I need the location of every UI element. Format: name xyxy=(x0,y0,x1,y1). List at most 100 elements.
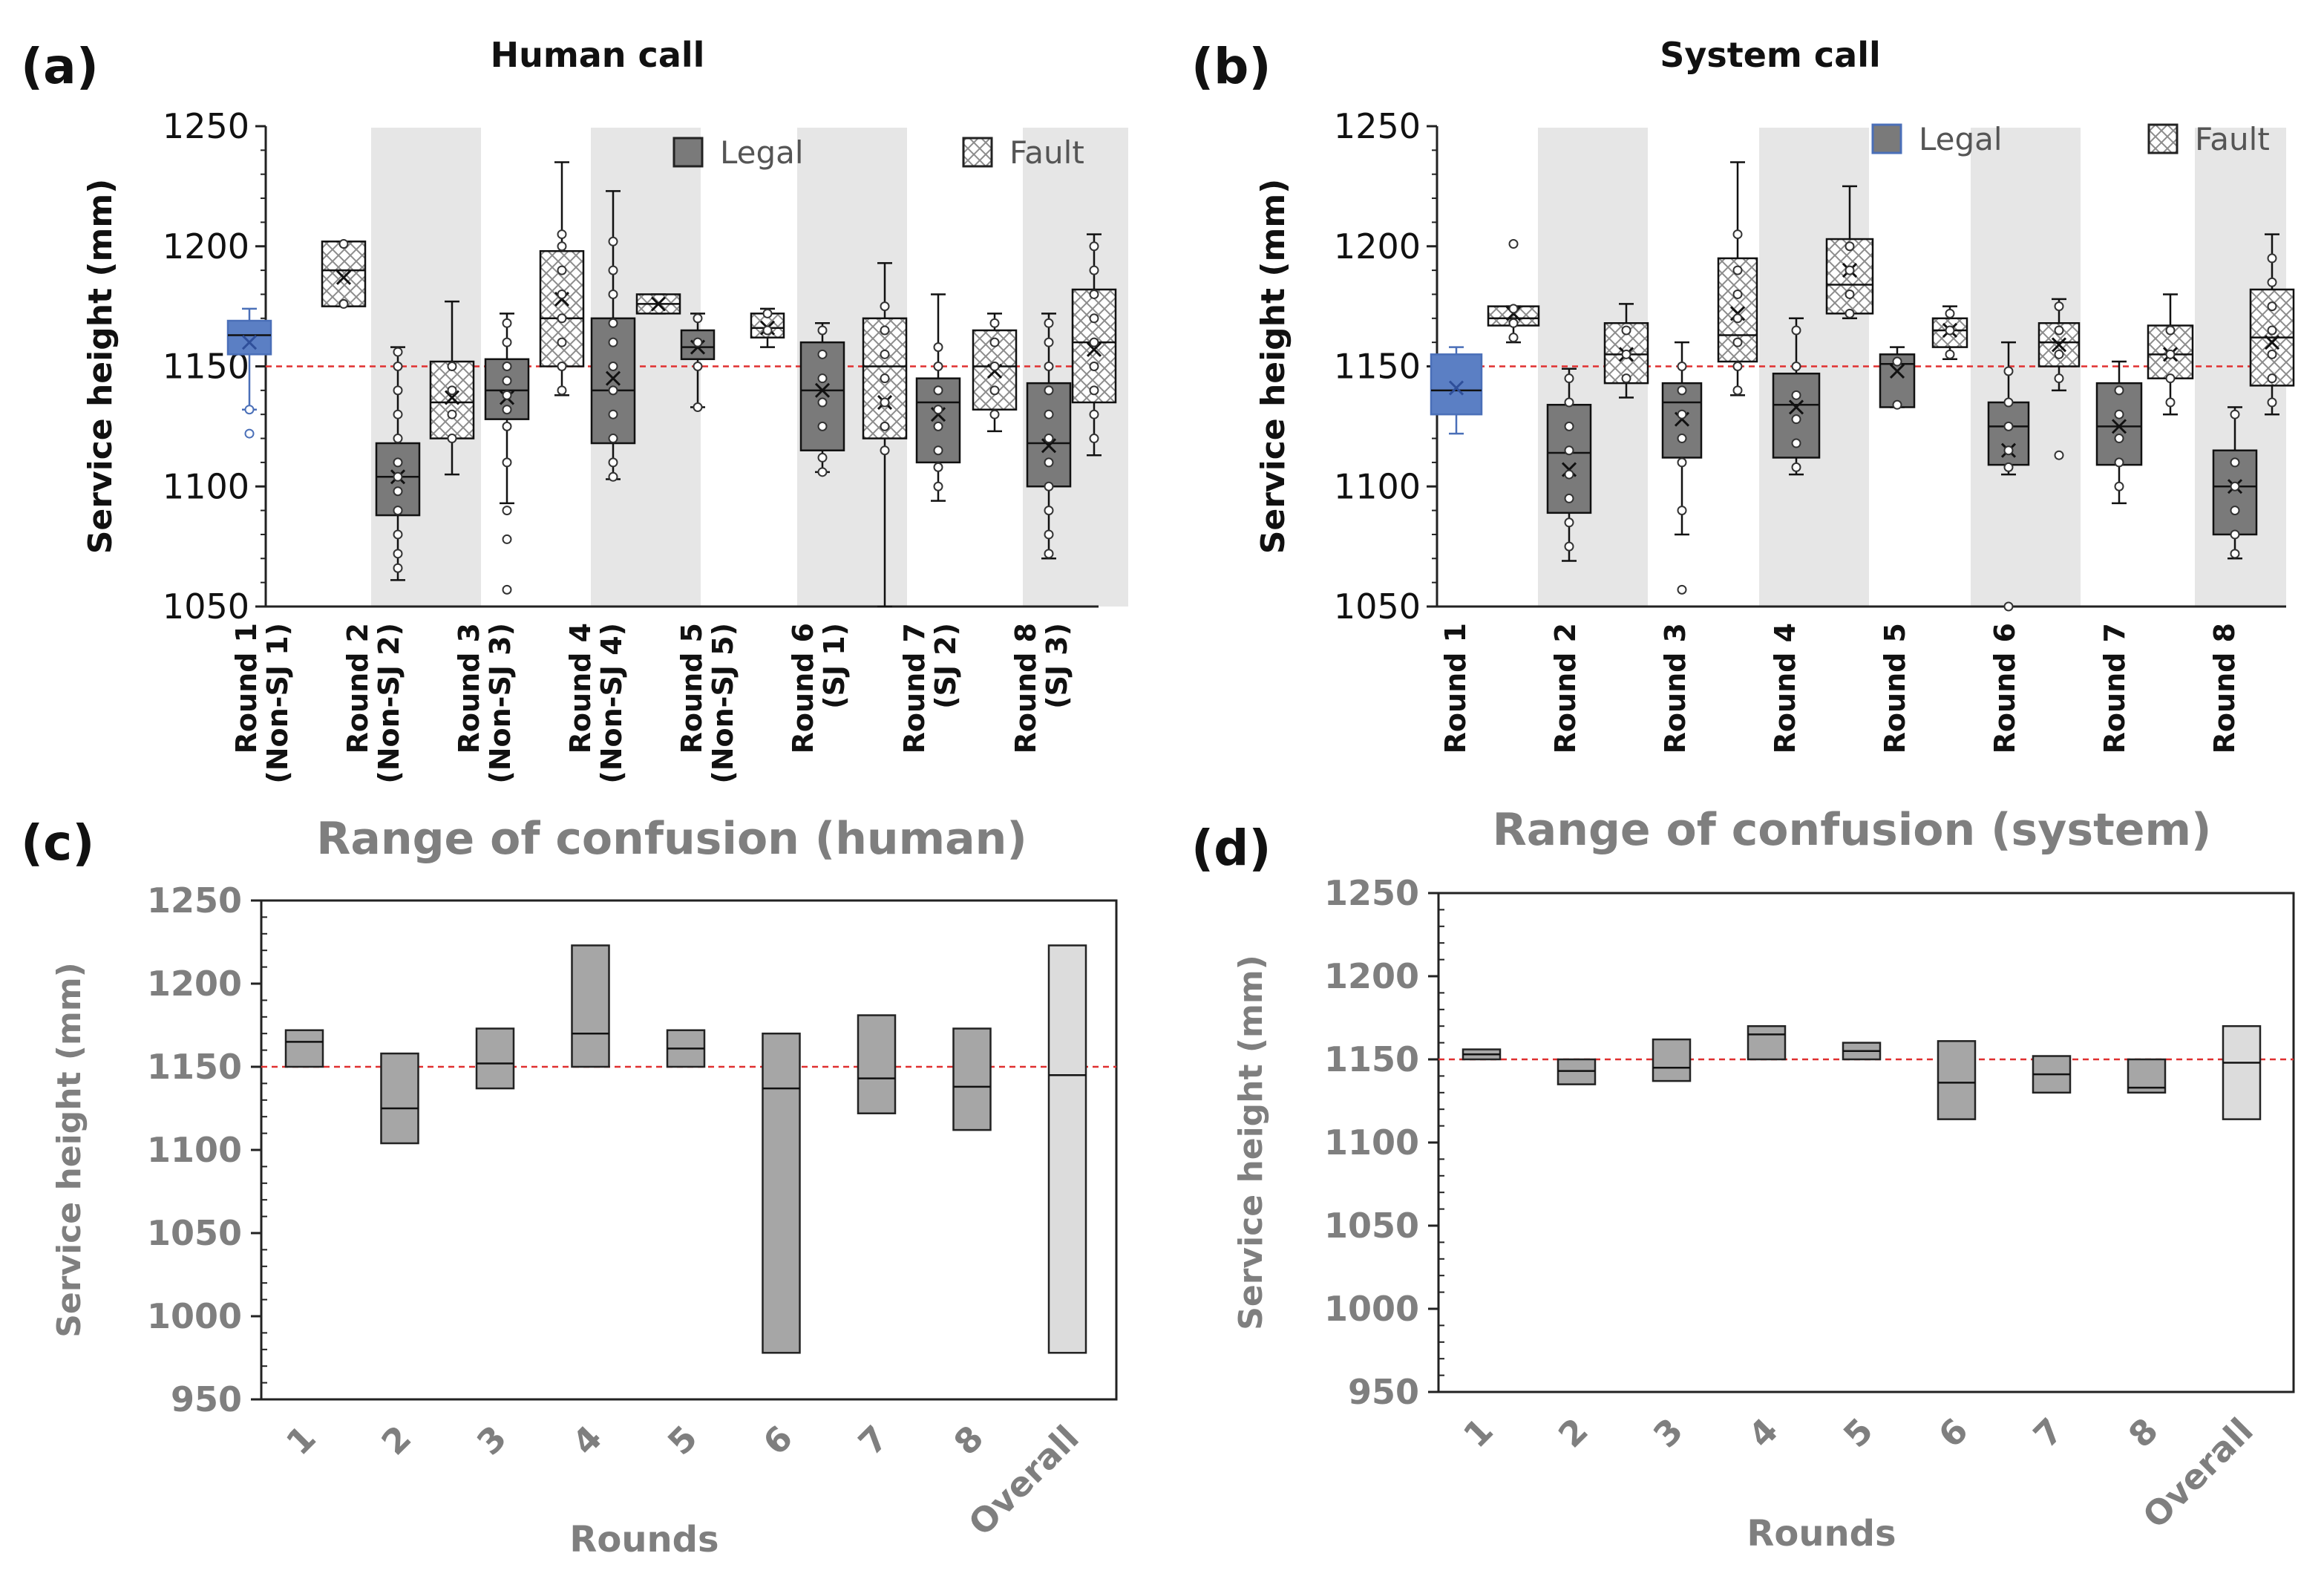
x-tick-label: 1 xyxy=(1456,1411,1501,1456)
x-tick-label-line: (Non-SJ 5) xyxy=(707,623,739,784)
x-axis-label: Rounds xyxy=(569,1519,719,1560)
y-tick-label: 1000 xyxy=(1324,1289,1419,1329)
x-tick-label: Round 5 xyxy=(1879,623,1911,754)
range-bar-8 xyxy=(2127,1058,2167,1094)
legal-box-round-3 xyxy=(484,313,530,595)
range-bar-2 xyxy=(1557,1058,1597,1085)
fault-box-round-5 xyxy=(1931,305,1968,361)
data-point xyxy=(393,362,403,371)
x-tick-label: 8 xyxy=(2121,1411,2166,1456)
data-point xyxy=(1044,457,1054,468)
data-point xyxy=(1564,517,1574,528)
data-point xyxy=(1791,414,1801,425)
data-point xyxy=(1892,399,1902,410)
data-point xyxy=(933,385,943,396)
mean-marker xyxy=(1889,363,1905,379)
data-point xyxy=(2003,445,2014,456)
data-point xyxy=(447,385,457,396)
data-point xyxy=(1845,289,1855,299)
x-tick-label-line: Round 7 xyxy=(2098,623,2131,754)
x-tick-label: Round 8(SJ 3) xyxy=(1009,623,1073,754)
data-point xyxy=(502,534,512,544)
data-point xyxy=(2230,506,2240,516)
legend-legal-swatch xyxy=(672,137,704,168)
data-point xyxy=(393,434,403,444)
y-tick-label: 1250 xyxy=(147,880,242,921)
fault-box-round-6 xyxy=(862,262,908,608)
data-point xyxy=(989,362,1000,371)
data-point xyxy=(557,289,567,299)
data-point xyxy=(1791,438,1801,448)
x-tick-label-line: (Non-SJ 3) xyxy=(484,623,517,784)
data-point xyxy=(2267,373,2277,384)
data-point xyxy=(1892,356,1902,367)
data-point xyxy=(2230,481,2240,491)
fault-box-round-3 xyxy=(539,161,585,396)
data-point xyxy=(608,409,618,419)
data-point xyxy=(1677,584,1687,595)
legal-box-round-5 xyxy=(1879,346,1916,410)
x-tick-label: Round 7 xyxy=(2098,623,2131,754)
legal-box-round-8 xyxy=(2212,406,2258,560)
data-point xyxy=(1044,385,1054,396)
y-tick-label: 1250 xyxy=(1324,873,1419,913)
x-tick-label: 4 xyxy=(564,1418,609,1463)
y-tick-label: 1100 xyxy=(147,1130,242,1170)
chart-title: Human call xyxy=(491,35,705,75)
data-point xyxy=(557,229,567,240)
data-point xyxy=(1044,337,1054,347)
data-point xyxy=(817,467,828,477)
x-tick-label-line: Round 3 xyxy=(1659,623,1692,754)
range-box xyxy=(857,1014,897,1114)
data-point xyxy=(933,362,943,371)
fault-box-round-1 xyxy=(1487,239,1540,344)
range-box xyxy=(1747,1024,1787,1061)
data-point xyxy=(502,506,512,516)
data-point xyxy=(880,373,890,384)
data-point xyxy=(393,529,403,540)
legal-box-round-8 xyxy=(1026,313,1072,560)
box-body xyxy=(799,341,845,451)
data-point xyxy=(608,434,618,444)
fault-box-round-1 xyxy=(321,239,367,309)
x-tick-label: Round 2(Non-SJ 2) xyxy=(341,623,405,784)
plot-frame xyxy=(1437,892,2295,1393)
y-tick-label: 1200 xyxy=(1334,226,1421,267)
data-point xyxy=(1089,265,1099,275)
data-point xyxy=(393,506,403,516)
panel-b: (b) System call Service height (mm) 1050 110… xyxy=(1191,35,2295,754)
data-point xyxy=(1089,409,1099,419)
range-bar-3 xyxy=(475,1027,515,1090)
data-point xyxy=(1044,434,1054,444)
y-tick-label: 1250 xyxy=(1334,106,1421,146)
x-tick-label-line: Round 6 xyxy=(1989,623,2021,754)
data-point xyxy=(1089,241,1099,252)
data-point xyxy=(1732,229,1743,240)
box-body xyxy=(321,241,367,307)
data-point xyxy=(1945,308,1955,318)
data-point xyxy=(1564,421,1574,431)
data-point xyxy=(1508,304,1519,314)
x-tick-label-line: Round 5 xyxy=(1879,623,1911,754)
data-point xyxy=(2114,434,2124,444)
data-point xyxy=(244,405,255,415)
data-point xyxy=(880,397,890,408)
data-point xyxy=(1677,506,1687,516)
data-point xyxy=(2054,325,2064,336)
data-point xyxy=(608,385,618,396)
mean-marker xyxy=(1448,380,1464,396)
y-axis-label: Service height (mm) xyxy=(50,962,88,1338)
data-point xyxy=(2267,349,2277,359)
data-point xyxy=(1044,362,1054,371)
data-point xyxy=(2003,366,2014,376)
data-point xyxy=(393,347,403,357)
data-point xyxy=(2054,450,2064,460)
data-point xyxy=(2114,457,2124,468)
data-point xyxy=(933,462,943,472)
data-point xyxy=(817,325,828,336)
data-point xyxy=(817,452,828,462)
x-tick-label: 3 xyxy=(469,1418,514,1463)
data-point xyxy=(1089,289,1099,299)
data-point xyxy=(557,265,567,275)
data-point xyxy=(693,402,703,412)
